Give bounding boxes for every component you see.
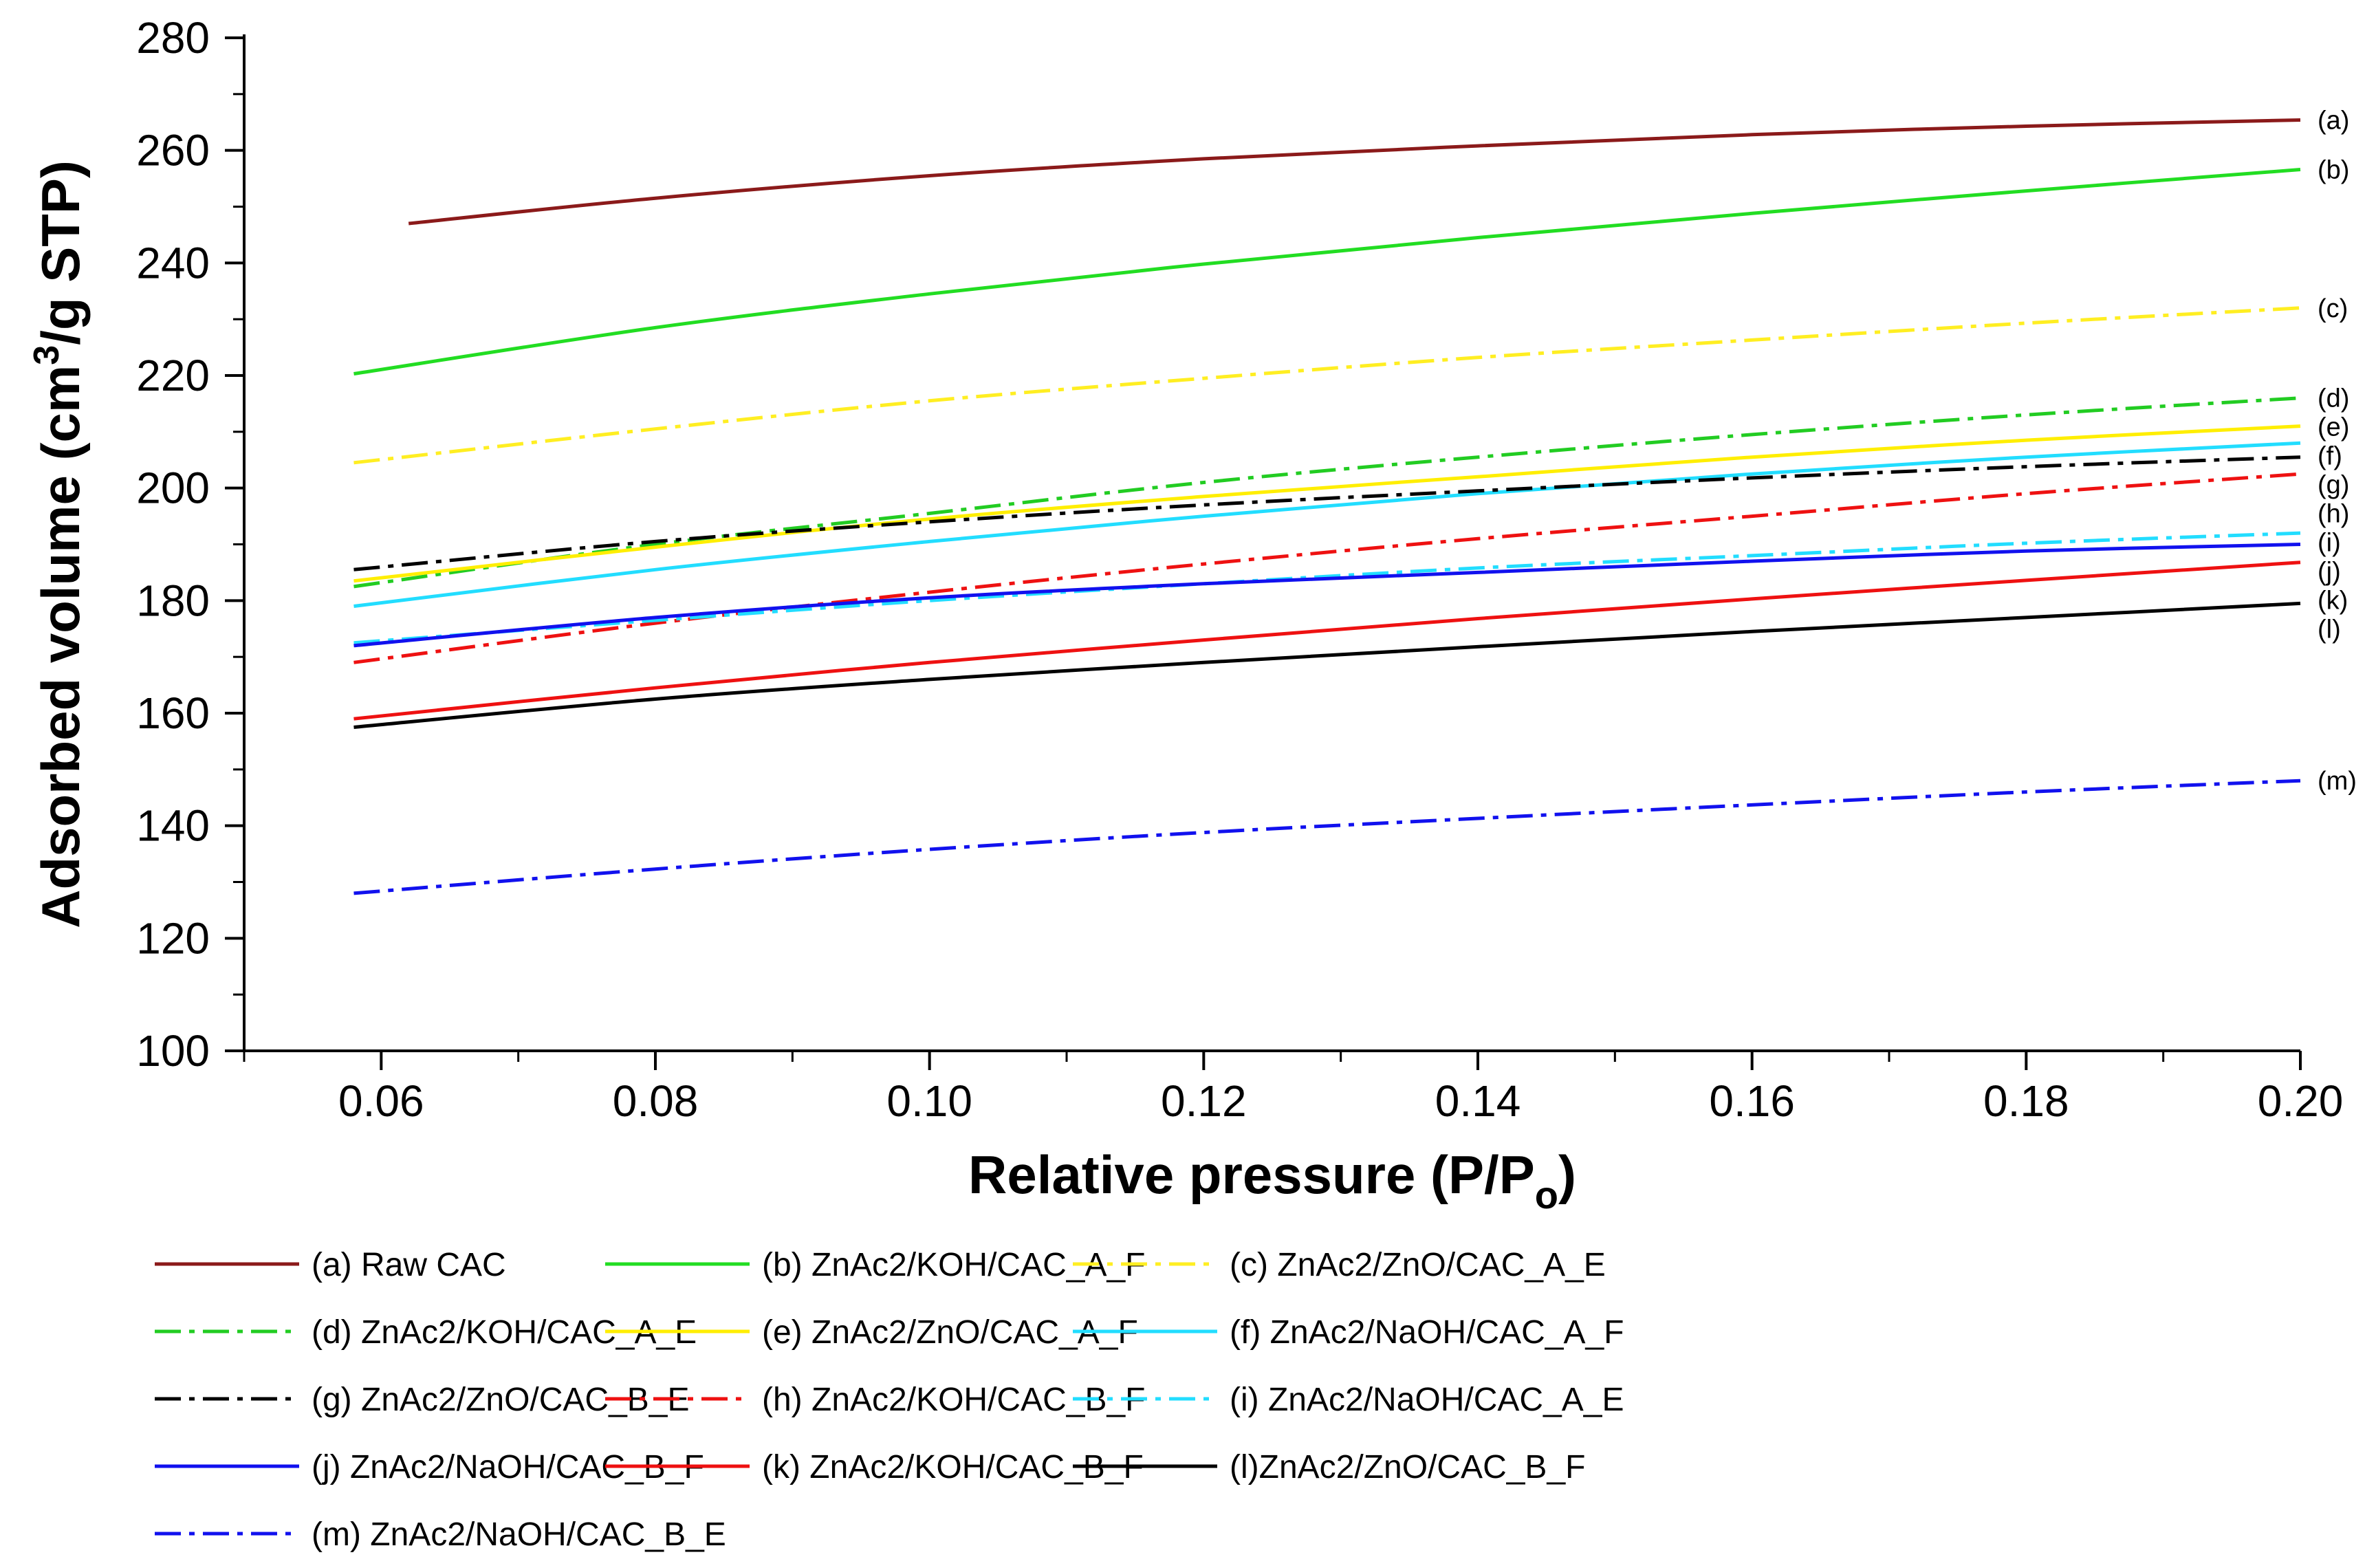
legend-label-c: (c) ZnAc2/ZnO/CAC_A_E xyxy=(1230,1247,1606,1283)
y-axis-title-sup: 3 xyxy=(27,345,67,365)
end-label-j: (j) xyxy=(2318,558,2341,587)
y-tick-label: 200 xyxy=(136,464,210,513)
end-labels-group: (a) (b) (c) (d)(e)(f)(g)(h)(i)(j)(k)(l) (m) xyxy=(2318,106,2357,796)
end-label-k: (k) xyxy=(2318,587,2348,616)
series-line-g xyxy=(353,455,2301,571)
y-axis-title-end: /g STP) xyxy=(30,160,91,345)
series-line-a xyxy=(408,118,2301,226)
end-label-h: (h) xyxy=(2318,500,2349,529)
end-label-m: (m) xyxy=(2318,767,2357,796)
x-axis-title-end: ) xyxy=(1558,1144,1576,1205)
legend-label-a: (a) Raw CAC xyxy=(312,1247,506,1283)
x-tick-label: 0.14 xyxy=(1435,1076,1521,1126)
end-label-c: (c) xyxy=(2318,294,2348,323)
end-label-l: (l) xyxy=(2318,616,2341,644)
series-line-d xyxy=(353,396,2301,589)
x-tick-label: 0.06 xyxy=(338,1076,424,1126)
legend-label-g: (g) ZnAc2/ZnO/CAC_B_E xyxy=(312,1382,690,1418)
legend-group: (a) Raw CAC (b) ZnAc2/KOH/CAC_A_F (c) ZnAc… xyxy=(155,1247,1624,1553)
y-tick-label: 120 xyxy=(136,913,210,963)
x-tick-label: 0.16 xyxy=(1709,1076,1795,1126)
series-line-i xyxy=(353,531,2301,645)
y-tick-label: 240 xyxy=(136,238,210,287)
y-tick-label: 160 xyxy=(136,688,210,738)
end-label-g: (g) xyxy=(2318,471,2349,500)
end-label-e: (e) xyxy=(2318,413,2349,442)
series-line-f xyxy=(353,441,2301,608)
legend-label-l: (l)ZnAc2/ZnO/CAC_B_F xyxy=(1230,1449,1585,1485)
y-tick-label: 100 xyxy=(136,1026,210,1076)
y-axis-title: Adsorbed volume (cm3/g STP) xyxy=(27,160,91,928)
end-label-i: (i) xyxy=(2318,529,2341,558)
x-axis-title-main: Relative pressure (P/P xyxy=(968,1144,1535,1205)
series-line-c xyxy=(353,306,2301,465)
series-line-e xyxy=(353,424,2301,583)
axes-group: 100 120 140 160 180 200 220 240 260 280 0.06 0.08 0.… xyxy=(136,13,2343,1126)
series-group xyxy=(353,118,2301,895)
y-tick-label: 220 xyxy=(136,351,210,400)
x-tick-label: 0.08 xyxy=(613,1076,699,1126)
end-label-d: (d) xyxy=(2318,384,2349,413)
x-axis-title-sub: o xyxy=(1535,1173,1558,1217)
x-tick-label: 0.18 xyxy=(1983,1076,2069,1126)
end-label-b: (b) xyxy=(2318,155,2349,184)
series-line-j xyxy=(353,543,2301,648)
legend-label-f: (f) ZnAc2/NaOH/CAC_A_F xyxy=(1230,1314,1624,1351)
series-line-h xyxy=(353,472,2301,664)
y-tick-label: 260 xyxy=(136,126,210,175)
x-tick-label: 0.20 xyxy=(2258,1076,2344,1126)
x-axis-title: Relative pressure (P/Po) xyxy=(968,1144,1576,1217)
series-line-l xyxy=(353,601,2301,729)
y-axis-title-main: Adsorbed volume (cm xyxy=(30,365,91,928)
legend-label-m: (m) ZnAc2/NaOH/CAC_B_E xyxy=(312,1516,726,1553)
series-line-m xyxy=(353,778,2301,895)
y-tick-label: 140 xyxy=(136,801,210,851)
x-tick-label: 0.10 xyxy=(886,1076,972,1126)
series-line-b xyxy=(353,168,2301,375)
y-tick-label: 180 xyxy=(136,576,210,625)
legend-label-i: (i) ZnAc2/NaOH/CAC_A_E xyxy=(1230,1382,1624,1418)
y-tick-label: 280 xyxy=(136,13,210,63)
end-label-f: (f) xyxy=(2318,442,2342,471)
x-tick-label: 0.12 xyxy=(1161,1076,1247,1126)
series-line-k xyxy=(353,560,2301,721)
end-label-a: (a) xyxy=(2318,106,2349,135)
